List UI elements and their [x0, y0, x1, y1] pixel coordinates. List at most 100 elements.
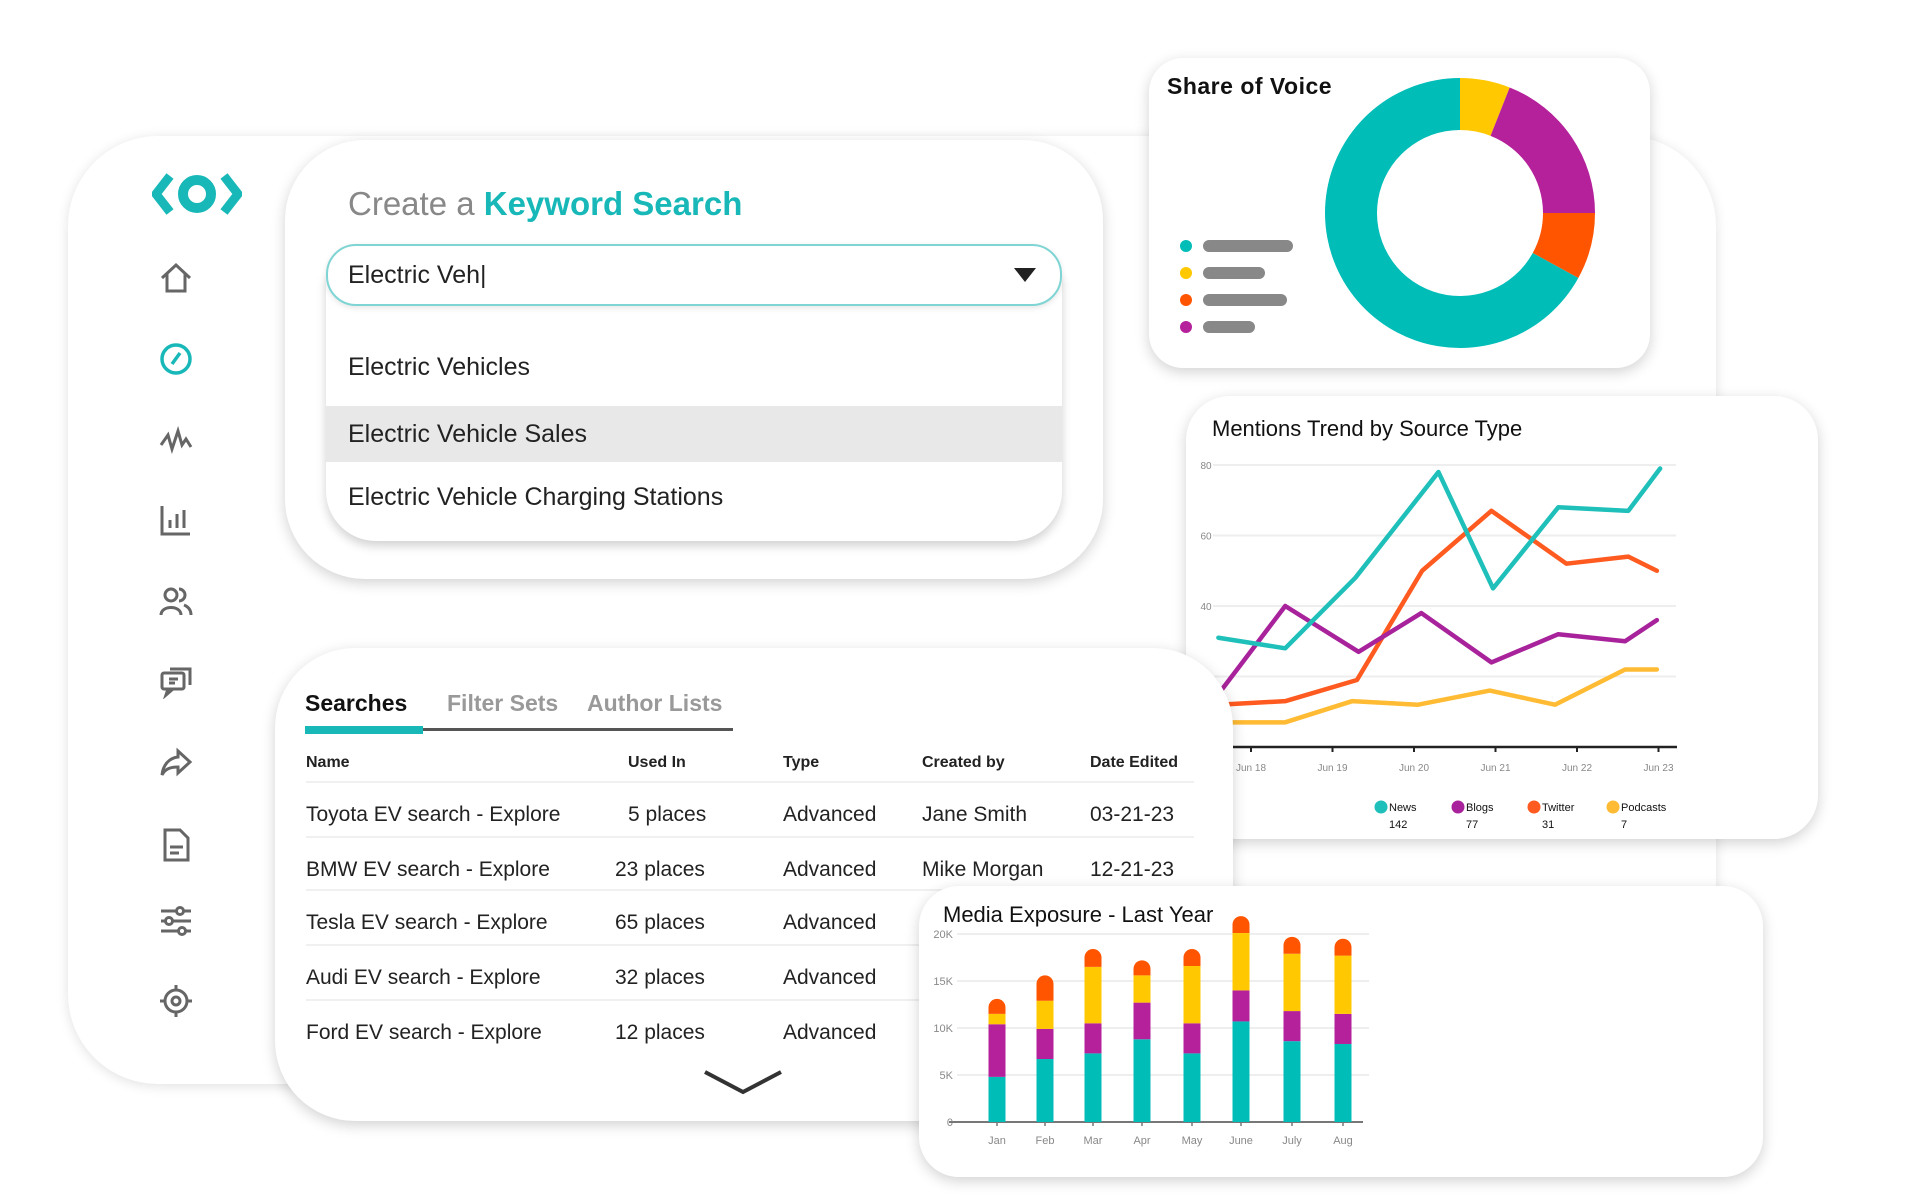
bar-segment[interactable]: [1183, 1023, 1201, 1054]
table-cell: 12 places: [615, 1021, 705, 1044]
legend-label: Blogs: [1466, 802, 1494, 814]
brand-logo[interactable]: [151, 172, 243, 221]
sliders-icon[interactable]: [156, 901, 196, 941]
bar-segment[interactable]: [1036, 1028, 1054, 1060]
bar-chart-icon[interactable]: [156, 500, 196, 540]
series-line-twitter[interactable]: [1216, 508, 1660, 707]
keyword-search-panel: Create a Keyword Search Electric Vehicle…: [285, 140, 1103, 579]
tab-divider: [305, 728, 733, 731]
legend-dot: [1606, 800, 1620, 814]
column-header-created-by[interactable]: Created by: [922, 754, 1005, 771]
bar-segment[interactable]: [1232, 990, 1250, 1022]
bar-segment[interactable]: [1183, 965, 1201, 1024]
x-tick-label: Aug: [1333, 1135, 1353, 1147]
bar-segment[interactable]: [1232, 1021, 1250, 1122]
bar-segment[interactable]: [1232, 933, 1250, 991]
donut-slice[interactable]: [1460, 78, 1510, 136]
bar-segment[interactable]: [1334, 955, 1352, 1014]
home-icon[interactable]: [156, 258, 196, 298]
bar-segment[interactable]: [1334, 1013, 1352, 1044]
chart-title: Share of Voice: [1167, 73, 1333, 99]
x-tick-label: Jun 20: [1399, 763, 1429, 774]
bar-segment[interactable]: [1084, 1023, 1102, 1054]
bar-segment[interactable]: [1133, 1002, 1151, 1040]
table-cell: Advanced: [783, 803, 877, 826]
bar-segment[interactable]: [1334, 938, 1352, 956]
caret-down-icon[interactable]: [1014, 268, 1036, 282]
legend-dot: [1180, 294, 1192, 306]
table-cell[interactable]: Toyota EV search - Explore: [306, 803, 561, 826]
bar-segment[interactable]: [1133, 1039, 1151, 1122]
column-header-used-in[interactable]: Used In: [628, 754, 686, 771]
table-cell: Mike Morgan: [922, 858, 1044, 881]
donut-slice[interactable]: [1325, 78, 1579, 349]
donut-slice[interactable]: [1532, 213, 1595, 279]
bar-segment[interactable]: [1283, 1011, 1301, 1042]
y-tick-label: 40: [1200, 602, 1212, 613]
table-cell: 23 places: [615, 858, 705, 881]
keyword-search-input[interactable]: Electric Veh|: [326, 244, 1062, 306]
x-tick-label: Feb: [1036, 1135, 1055, 1147]
bar-segment[interactable]: [1133, 960, 1151, 976]
column-header-name[interactable]: Name: [306, 754, 350, 771]
pulse-icon[interactable]: [156, 419, 196, 459]
series-line-blogs[interactable]: [1216, 603, 1660, 697]
bar-segment[interactable]: [1133, 975, 1151, 1003]
bar-segment[interactable]: [1183, 1053, 1201, 1122]
column-header-date-edited[interactable]: Date Edited: [1090, 754, 1179, 771]
bar-segment[interactable]: [1036, 1000, 1054, 1029]
bar-segment[interactable]: [988, 998, 1006, 1014]
bar-segment[interactable]: [1283, 1041, 1301, 1122]
dropdown-option[interactable]: Electric Vehicle Charging Stations: [348, 483, 724, 511]
x-tick-label: Apr: [1133, 1135, 1150, 1147]
table-cell: 03-21-23: [1090, 803, 1175, 826]
legend-total: 77: [1466, 819, 1478, 831]
panel-title: Create a Keyword Search: [348, 185, 742, 223]
table-cell[interactable]: BMW EV search - Explore: [306, 858, 550, 881]
table-cell[interactable]: Ford EV search - Explore: [306, 1021, 542, 1044]
table-cell: 12-21-23: [1090, 858, 1175, 881]
donut-slice[interactable]: [1490, 87, 1595, 213]
table-cell: Advanced: [783, 911, 877, 934]
bar-segment[interactable]: [1084, 966, 1102, 1024]
compass-icon[interactable]: [156, 339, 196, 379]
bar-segment[interactable]: [1084, 1053, 1102, 1122]
table-cell[interactable]: Audi EV search - Explore: [306, 966, 541, 989]
legend-label: Podcasts: [1621, 802, 1667, 814]
document-icon[interactable]: [156, 825, 196, 865]
bar-segment[interactable]: [1036, 975, 1054, 1001]
legend-label-placeholder: [1203, 267, 1265, 279]
gear-icon[interactable]: [156, 981, 196, 1021]
series-line-news[interactable]: [1216, 466, 1663, 651]
bar-segment[interactable]: [1084, 949, 1102, 967]
bar-segment[interactable]: [1334, 1043, 1352, 1122]
bar-segment[interactable]: [1283, 953, 1301, 1012]
stacked-bar-chart: 20K15K10K5K0JanFebMarAprMayJuneJulyAug: [933, 916, 1369, 1147]
bar-segment[interactable]: [988, 1076, 1006, 1122]
bar-segment[interactable]: [1283, 936, 1301, 954]
x-tick-label: June: [1229, 1135, 1253, 1147]
chat-icon[interactable]: [156, 661, 196, 701]
x-tick-label: Jun 19: [1317, 763, 1347, 774]
column-header-type[interactable]: Type: [783, 754, 820, 771]
tab-author-lists[interactable]: Author Lists: [587, 690, 723, 716]
bar-segment[interactable]: [988, 1024, 1006, 1077]
chevron-down-icon[interactable]: [701, 1068, 785, 1103]
bar-segment[interactable]: [1036, 1059, 1054, 1122]
share-of-voice-card: Share of Voice: [1149, 58, 1650, 368]
x-tick-label: July: [1282, 1135, 1302, 1147]
dropdown-option[interactable]: Electric Vehicles: [348, 353, 531, 381]
users-icon[interactable]: [156, 581, 196, 621]
row-divider: [306, 781, 1194, 783]
bar-segment[interactable]: [1183, 949, 1201, 966]
table-cell[interactable]: Tesla EV search - Explore: [306, 911, 548, 934]
series-line-podcasts[interactable]: [1216, 667, 1660, 725]
dropdown-option-highlighted[interactable]: Electric Vehicle Sales: [326, 406, 1062, 462]
legend-label: News: [1389, 802, 1417, 814]
bar-segment[interactable]: [988, 1013, 1006, 1025]
bar-segment[interactable]: [1232, 916, 1250, 934]
tab-filter-sets[interactable]: Filter Sets: [447, 690, 559, 716]
tab-searches[interactable]: Searches: [305, 690, 408, 716]
share-icon[interactable]: [156, 743, 196, 783]
legend-label: Twitter: [1542, 802, 1575, 814]
